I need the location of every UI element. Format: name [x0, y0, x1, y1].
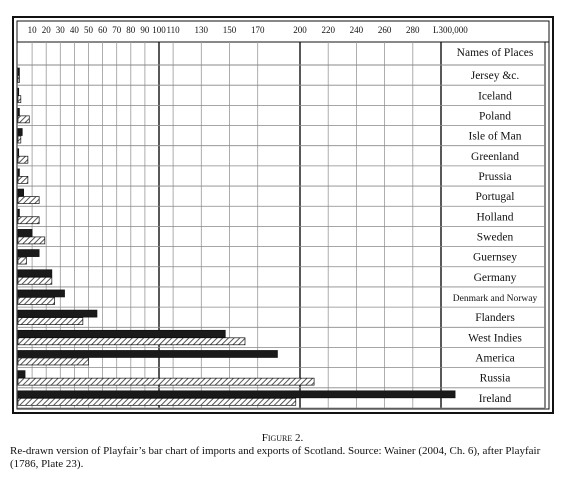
- x-tick-label: 280: [406, 25, 420, 35]
- x-tick-label: 10: [28, 25, 38, 35]
- bar: [17, 155, 29, 164]
- row-label: Sweden: [477, 232, 514, 244]
- x-tick-label: 220: [321, 25, 335, 35]
- bar: [17, 236, 46, 245]
- x-tick-label: 150: [223, 25, 237, 35]
- figure-label: Figure 2.: [261, 432, 304, 444]
- bar: [17, 249, 40, 257]
- inner-frame: [16, 20, 550, 410]
- bar: [17, 370, 26, 378]
- x-tick-label: 60: [98, 25, 108, 35]
- x-tick-label: 70: [112, 25, 122, 35]
- column-header: Names of Places: [457, 47, 534, 59]
- bar: [17, 390, 456, 399]
- row-label: Russia: [480, 373, 511, 385]
- bar: [17, 397, 297, 406]
- bar: [17, 276, 53, 285]
- bar: [17, 377, 315, 386]
- row-label: Poland: [479, 110, 511, 122]
- bar: [17, 95, 22, 104]
- bar: [17, 317, 84, 325]
- row-label: America: [475, 353, 515, 365]
- bar: [17, 128, 23, 136]
- row-label: Iceland: [478, 90, 512, 102]
- bar: [17, 329, 226, 338]
- bar: [17, 188, 24, 197]
- bar: [17, 75, 20, 83]
- x-tick-label: 30: [56, 25, 66, 35]
- bar: [17, 229, 33, 237]
- x-tick-label: 170: [251, 25, 265, 35]
- caption-text: Re-drawn version of Playfair’s bar chart…: [10, 445, 541, 470]
- bar: [17, 148, 20, 157]
- row-label: West Indies: [468, 332, 522, 344]
- row-label: Denmark and Norway: [453, 294, 538, 304]
- bar: [17, 196, 40, 204]
- bar: [17, 108, 20, 116]
- row-label: Guernsey: [473, 252, 517, 264]
- row-label: Germany: [474, 272, 517, 284]
- x-tick-label: 260: [378, 25, 392, 35]
- x-tick-label: 100: [152, 25, 166, 35]
- bar: [17, 357, 89, 366]
- x-tick-label: L300,000: [433, 25, 468, 35]
- x-tick-label: 110: [167, 25, 181, 35]
- row-label: Ireland: [479, 393, 512, 405]
- chart: Names of Places 10 20 30 40 50 60 70 80 90 100 110…: [12, 16, 554, 414]
- bar: [17, 115, 30, 124]
- caption: Figure 2. Re-drawn version of Playfair’s…: [10, 432, 555, 471]
- row-label: Portugal: [476, 191, 515, 203]
- bar: [17, 135, 22, 144]
- x-tick-label: 80: [126, 25, 136, 35]
- bar: [17, 297, 56, 305]
- bar: [17, 350, 278, 358]
- outer-frame: [12, 16, 554, 414]
- x-tick-label: 20: [42, 25, 52, 35]
- bar: [17, 168, 20, 177]
- bar: [17, 176, 29, 184]
- x-tick-label: 200: [293, 25, 307, 35]
- row-label: Isle of Man: [468, 131, 521, 143]
- x-tick-label: 240: [350, 25, 364, 35]
- bar: [17, 269, 53, 278]
- bar: [17, 289, 65, 298]
- x-tick-label: 40: [70, 25, 80, 35]
- row-label: Jersey &c.: [471, 70, 520, 82]
- bar: [17, 67, 20, 76]
- x-tick-label: 90: [140, 25, 150, 35]
- x-tick-label: 130: [195, 25, 209, 35]
- bar: [17, 87, 20, 96]
- row-label: Flanders: [475, 312, 515, 324]
- row-label: Greenland: [471, 151, 519, 163]
- x-tick-label: 50: [84, 25, 94, 35]
- bar: [17, 309, 98, 318]
- row-label: Holland: [476, 211, 513, 223]
- bar: [17, 216, 40, 225]
- bar: [17, 337, 246, 346]
- row-label: Prussia: [478, 171, 511, 183]
- bar: [17, 256, 27, 265]
- bar: [17, 208, 20, 217]
